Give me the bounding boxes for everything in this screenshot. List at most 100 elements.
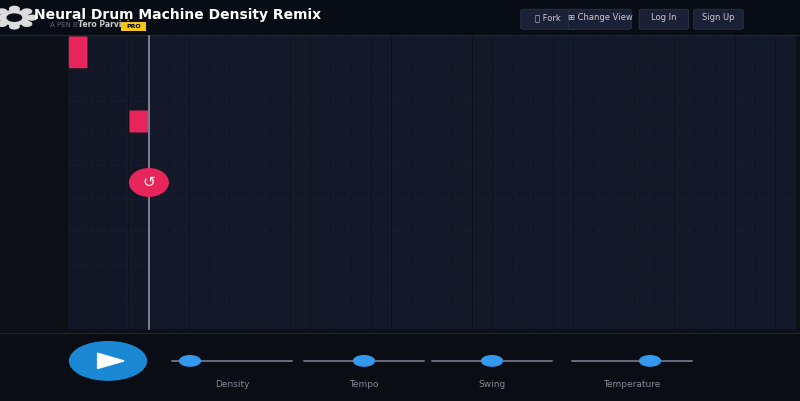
FancyBboxPatch shape (230, 264, 250, 296)
FancyBboxPatch shape (291, 69, 310, 101)
FancyBboxPatch shape (453, 36, 472, 68)
FancyBboxPatch shape (89, 297, 108, 328)
FancyBboxPatch shape (474, 264, 492, 296)
FancyBboxPatch shape (494, 264, 512, 296)
FancyBboxPatch shape (736, 101, 754, 133)
FancyBboxPatch shape (635, 101, 654, 133)
FancyBboxPatch shape (716, 36, 734, 68)
FancyBboxPatch shape (89, 36, 108, 68)
FancyBboxPatch shape (574, 101, 593, 133)
FancyBboxPatch shape (69, 134, 87, 166)
Circle shape (482, 356, 502, 366)
FancyBboxPatch shape (534, 166, 553, 198)
FancyBboxPatch shape (655, 101, 674, 133)
FancyBboxPatch shape (121, 22, 146, 31)
FancyBboxPatch shape (736, 166, 754, 198)
FancyBboxPatch shape (130, 134, 148, 166)
FancyBboxPatch shape (554, 69, 573, 101)
FancyBboxPatch shape (372, 166, 390, 198)
Text: ⊞ Change View: ⊞ Change View (568, 13, 632, 22)
FancyBboxPatch shape (614, 232, 634, 263)
FancyBboxPatch shape (514, 166, 532, 198)
FancyBboxPatch shape (352, 232, 370, 263)
FancyBboxPatch shape (413, 199, 431, 231)
FancyBboxPatch shape (251, 199, 270, 231)
FancyBboxPatch shape (534, 297, 553, 328)
FancyBboxPatch shape (655, 166, 674, 198)
FancyBboxPatch shape (311, 101, 330, 133)
FancyBboxPatch shape (777, 36, 795, 68)
FancyBboxPatch shape (756, 232, 775, 263)
FancyBboxPatch shape (614, 69, 634, 101)
Polygon shape (98, 353, 124, 369)
FancyBboxPatch shape (716, 166, 734, 198)
FancyBboxPatch shape (655, 297, 674, 328)
FancyBboxPatch shape (110, 264, 128, 296)
FancyBboxPatch shape (332, 69, 350, 101)
FancyBboxPatch shape (696, 264, 714, 296)
FancyBboxPatch shape (291, 232, 310, 263)
FancyBboxPatch shape (413, 297, 431, 328)
Text: Swing: Swing (478, 381, 506, 389)
FancyBboxPatch shape (433, 69, 451, 101)
FancyBboxPatch shape (736, 69, 754, 101)
FancyBboxPatch shape (635, 232, 654, 263)
FancyBboxPatch shape (190, 297, 209, 328)
FancyBboxPatch shape (554, 101, 573, 133)
FancyBboxPatch shape (413, 232, 431, 263)
FancyBboxPatch shape (230, 69, 250, 101)
FancyBboxPatch shape (474, 166, 492, 198)
FancyBboxPatch shape (574, 166, 593, 198)
FancyBboxPatch shape (614, 36, 634, 68)
FancyBboxPatch shape (534, 264, 553, 296)
Circle shape (22, 22, 32, 26)
FancyBboxPatch shape (474, 134, 492, 166)
FancyBboxPatch shape (271, 166, 290, 198)
FancyBboxPatch shape (474, 232, 492, 263)
FancyBboxPatch shape (594, 297, 613, 328)
FancyBboxPatch shape (69, 166, 87, 198)
FancyBboxPatch shape (494, 199, 512, 231)
FancyBboxPatch shape (352, 69, 370, 101)
FancyBboxPatch shape (372, 264, 390, 296)
FancyBboxPatch shape (311, 166, 330, 198)
FancyBboxPatch shape (352, 36, 370, 68)
FancyBboxPatch shape (433, 166, 451, 198)
FancyBboxPatch shape (311, 297, 330, 328)
FancyBboxPatch shape (352, 297, 370, 328)
FancyBboxPatch shape (0, 333, 800, 401)
FancyBboxPatch shape (170, 297, 189, 328)
FancyBboxPatch shape (170, 101, 189, 133)
FancyBboxPatch shape (251, 101, 270, 133)
FancyBboxPatch shape (614, 166, 634, 198)
FancyBboxPatch shape (756, 199, 775, 231)
FancyBboxPatch shape (392, 166, 411, 198)
FancyBboxPatch shape (635, 36, 654, 68)
FancyBboxPatch shape (89, 101, 108, 133)
FancyBboxPatch shape (372, 297, 390, 328)
FancyBboxPatch shape (251, 69, 270, 101)
Circle shape (7, 14, 22, 21)
FancyBboxPatch shape (110, 69, 128, 101)
Text: PRO: PRO (126, 24, 141, 29)
FancyBboxPatch shape (271, 36, 290, 68)
FancyBboxPatch shape (675, 232, 694, 263)
FancyBboxPatch shape (69, 69, 87, 101)
FancyBboxPatch shape (453, 199, 472, 231)
FancyBboxPatch shape (332, 264, 350, 296)
FancyBboxPatch shape (392, 264, 411, 296)
Text: Tero Parviainen: Tero Parviainen (78, 20, 146, 29)
Circle shape (0, 22, 6, 26)
FancyBboxPatch shape (413, 134, 431, 166)
FancyBboxPatch shape (332, 166, 350, 198)
FancyBboxPatch shape (736, 232, 754, 263)
FancyBboxPatch shape (150, 134, 168, 166)
FancyBboxPatch shape (311, 232, 330, 263)
FancyBboxPatch shape (736, 134, 754, 166)
FancyBboxPatch shape (594, 199, 613, 231)
FancyBboxPatch shape (271, 101, 290, 133)
FancyBboxPatch shape (736, 264, 754, 296)
FancyBboxPatch shape (494, 69, 512, 101)
FancyBboxPatch shape (150, 36, 168, 68)
FancyBboxPatch shape (736, 199, 754, 231)
